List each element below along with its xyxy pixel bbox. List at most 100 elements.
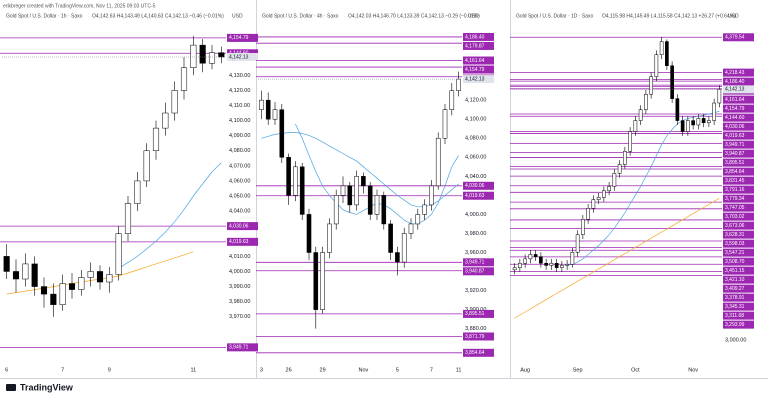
y-tick-label: 4,040.00	[229, 209, 250, 215]
chart-subtitle: O4,142.63 H4,143.49 L4,140.63 C4,142.13 …	[92, 13, 224, 19]
y-tick-label: 4,060.00	[229, 178, 250, 184]
chart-subtitle: O4,142.03 H4,146.70 L4,133.39 C4,142.13 …	[348, 13, 480, 19]
candle-body	[701, 118, 706, 124]
y-tick-label: 4,090.00	[229, 133, 250, 139]
level-label-bg	[723, 248, 754, 257]
y-unit: USD	[728, 13, 739, 19]
candle-body	[22, 263, 29, 280]
x-tick-label: 9	[108, 367, 111, 373]
candle-body	[456, 78, 461, 91]
candle-body	[106, 274, 113, 283]
candle-body	[680, 120, 685, 132]
y-unit: USD	[468, 13, 479, 19]
candle-body	[171, 90, 178, 114]
y-tick-label: 3,990.00	[229, 284, 250, 290]
level-label-bg	[463, 32, 494, 41]
candle-body	[143, 150, 150, 182]
candle-body	[293, 166, 298, 196]
level-label-bg	[723, 104, 754, 113]
candle-body	[633, 120, 638, 132]
level-label: 3,747.05	[725, 205, 745, 211]
candle-body	[623, 151, 627, 165]
level-label-bg	[723, 257, 754, 266]
level-label: 4,154.79	[229, 35, 249, 41]
candle-body	[617, 164, 622, 174]
level-label: 4,186.40	[725, 79, 745, 85]
level-label: 3,628.31	[725, 232, 745, 238]
candle-body	[87, 271, 94, 278]
chart-subtitle: O4,115.98 H4,145.49 L4,115.58 C4,142.13 …	[602, 13, 736, 19]
candle-body	[560, 265, 564, 268]
level-label: 3,378.91	[725, 295, 745, 301]
level-label: 4,019.63	[229, 239, 249, 245]
level-label: 3,409.27	[725, 286, 745, 292]
candle-body	[320, 252, 325, 310]
level-label-bg	[227, 222, 258, 231]
x-tick-label: Nov	[359, 367, 369, 373]
level-label-bg	[723, 167, 754, 176]
x-tick-label: 7	[430, 367, 433, 373]
candle-body	[162, 112, 169, 129]
candle-body	[717, 89, 722, 104]
y-tick-label: 3,960.00	[465, 250, 486, 256]
logo: TradingView	[6, 382, 74, 392]
level-label-bg	[463, 56, 494, 65]
level-label-bg	[723, 185, 754, 194]
level-label-bg	[463, 348, 494, 357]
candle-body	[602, 190, 606, 198]
candle-body	[570, 252, 575, 265]
candle-body	[115, 233, 122, 275]
y-tick-label: 4,040.00	[465, 174, 486, 180]
level-label-bg	[463, 41, 494, 50]
level-label: 3,940.87	[465, 269, 485, 275]
candle-body	[581, 219, 585, 235]
level-label: 3,293.99	[725, 322, 745, 328]
last-price-bg	[227, 53, 258, 62]
candle-body	[628, 131, 632, 152]
candle-body	[586, 208, 590, 220]
candle-body	[327, 223, 332, 253]
candle-body	[422, 204, 427, 215]
level-label: 3,854.64	[725, 169, 745, 175]
candle-body	[59, 283, 66, 305]
candle-body	[78, 277, 85, 290]
candle-body	[429, 185, 434, 206]
level-label-bg	[723, 212, 754, 221]
level-label: 3,451.15	[725, 268, 745, 274]
level-label: 3,831.45	[725, 178, 745, 184]
level-label: 3,940.87	[725, 151, 745, 157]
candle-body	[374, 195, 380, 215]
moving-average	[567, 111, 720, 266]
candle-body	[208, 52, 216, 64]
y-tick-label: 3,980.00	[465, 231, 486, 237]
candle-body	[591, 199, 596, 209]
candle-body	[68, 283, 76, 290]
level-label: 4,030.06	[465, 183, 485, 189]
logo-text: TradingView	[20, 382, 74, 392]
y-tick-label: 3,920.00	[465, 288, 486, 294]
level-label-bg	[723, 266, 754, 275]
moving-average	[514, 197, 720, 319]
level-label-bg	[723, 68, 754, 77]
level-label: 4,379.54	[725, 35, 745, 41]
candle-body	[675, 98, 680, 121]
y-tick-label: 3,880.00	[465, 326, 486, 332]
level-label: 4,154.79	[465, 67, 485, 73]
x-tick-label: Oct	[631, 367, 640, 373]
level-label-bg	[723, 113, 754, 122]
candle-body	[707, 120, 711, 124]
candle-body	[361, 176, 366, 187]
candle-body	[354, 176, 359, 206]
chart-title: Gold Spot / U.S. Dollar · 1D · Saxo	[516, 13, 593, 19]
candle-body	[124, 203, 132, 234]
y-tick-label: 4,070.00	[229, 163, 250, 169]
chart-title: Gold Spot / U.S. Dollar · 4h · Saxo	[262, 13, 339, 19]
y-tick-label: 4,100.00	[229, 118, 250, 124]
level-label: 3,345.31	[725, 304, 745, 310]
level-label: 4,144.60	[725, 115, 745, 121]
level-label-bg	[723, 311, 754, 320]
chart-panel: 3,880.003,900.003,920.003,960.003,980.00…	[256, 13, 494, 373]
level-label: 3,703.02	[725, 214, 745, 220]
candle-body	[518, 262, 522, 268]
level-label: 3,949.71	[725, 142, 745, 148]
